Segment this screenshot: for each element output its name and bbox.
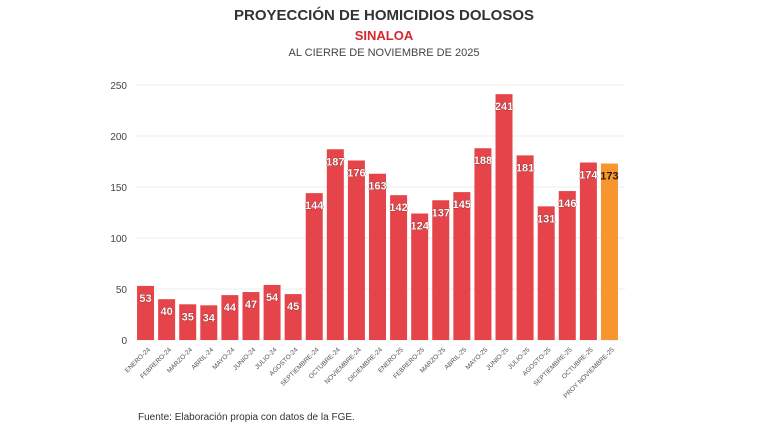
chart-subtitle: SINALOA <box>354 28 414 43</box>
data-label: 34 <box>203 312 216 324</box>
x-tick-label: NOVIEMBRE-24 <box>324 346 363 385</box>
data-label: 40 <box>161 306 173 318</box>
x-tick-label: SEPTIEMBRE-24 <box>279 346 320 387</box>
chart-title: PROYECCIÓN DE HOMICIDIOS DOLOSOS <box>233 7 535 24</box>
source-note: Fuente: Elaboración propia con datos de … <box>138 412 355 423</box>
data-label: 144 <box>305 200 324 212</box>
data-label: 47 <box>245 299 257 311</box>
y-tick-label: 250 <box>110 81 127 92</box>
bar <box>221 295 239 340</box>
chart-date-note: AL CIERRE DE NOVIEMBRE DE 2025 <box>288 47 480 59</box>
bar <box>453 192 471 340</box>
bar <box>432 200 450 340</box>
y-tick-label: 50 <box>116 285 128 296</box>
y-tick-label: 0 <box>121 336 127 347</box>
data-label: 145 <box>453 199 471 211</box>
data-label: 53 <box>139 293 151 305</box>
bar <box>558 191 576 340</box>
data-label: 241 <box>495 101 513 113</box>
x-tick-label: JUNIO-25 <box>485 346 511 372</box>
data-label: 131 <box>537 213 555 225</box>
bar <box>263 284 281 340</box>
bar <box>579 162 597 340</box>
bar <box>179 304 197 340</box>
data-label: 45 <box>287 301 299 313</box>
bar <box>326 149 344 340</box>
data-label: 54 <box>266 292 279 304</box>
data-label: 188 <box>474 155 492 167</box>
data-label: 44 <box>224 302 237 314</box>
bar <box>347 160 365 340</box>
bar <box>495 94 513 341</box>
y-tick-label: 100 <box>110 234 127 245</box>
data-label: 163 <box>368 181 386 193</box>
bar <box>158 299 176 340</box>
y-tick-label: 150 <box>110 183 127 194</box>
data-label: 187 <box>326 156 344 168</box>
data-label: 124 <box>410 221 429 233</box>
bar <box>284 294 302 340</box>
data-label: 142 <box>389 202 407 214</box>
data-label: 173 <box>600 171 618 183</box>
data-label: 146 <box>558 198 576 210</box>
bar <box>600 163 618 340</box>
bar <box>411 213 429 340</box>
bar <box>305 193 323 340</box>
bar <box>137 285 155 340</box>
bar <box>474 148 492 340</box>
x-tick-label: SEPTIEMBRE-25 <box>532 346 573 387</box>
bar <box>242 292 260 340</box>
bar <box>200 305 218 340</box>
data-label: 176 <box>347 167 365 179</box>
bar <box>369 173 386 340</box>
x-tick-label: JUNIO-24 <box>232 346 258 372</box>
data-label: 181 <box>516 162 534 174</box>
bar <box>390 195 408 340</box>
data-label: 137 <box>432 207 450 219</box>
y-tick-label: 200 <box>110 132 127 143</box>
bar <box>537 206 555 340</box>
data-label: 35 <box>182 311 194 323</box>
bar <box>516 155 534 340</box>
data-label: 174 <box>579 170 598 182</box>
